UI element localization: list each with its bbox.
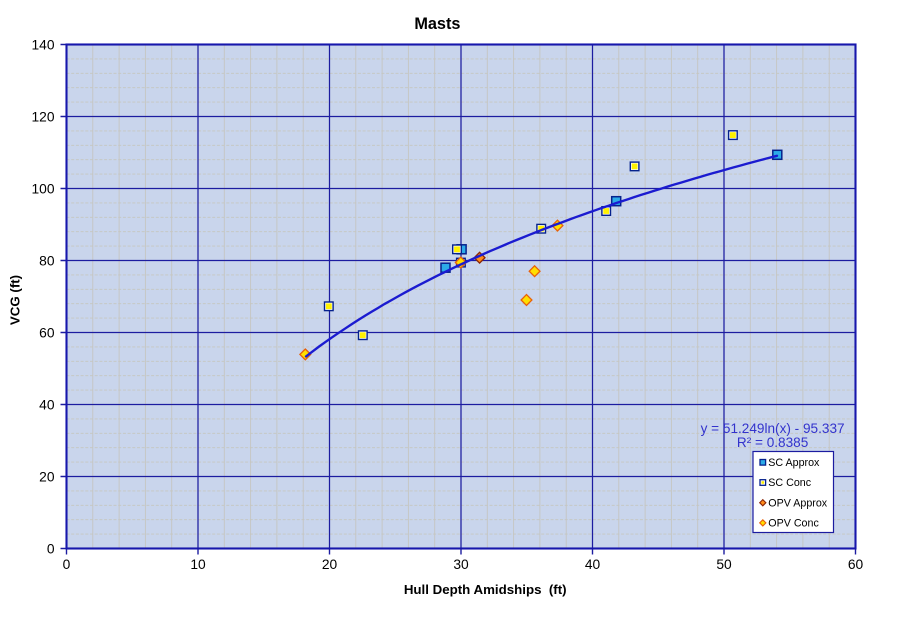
svg-text:VCG (ft): VCG (ft) (8, 275, 23, 325)
svg-text:Masts: Masts (414, 15, 460, 33)
svg-text:100: 100 (31, 181, 54, 196)
svg-text:60: 60 (39, 325, 55, 340)
svg-text:Hull Depth Amidships (ft): Hull Depth Amidships (ft) (404, 582, 567, 597)
svg-text:OPV Approx: OPV Approx (768, 497, 827, 509)
svg-text:20: 20 (322, 557, 338, 572)
svg-text:SC Approx: SC Approx (768, 457, 820, 469)
svg-text:0: 0 (63, 557, 71, 572)
svg-text:30: 30 (453, 557, 469, 572)
svg-text:40: 40 (39, 397, 55, 412)
svg-text:OPV Conc: OPV Conc (768, 518, 819, 530)
svg-text:50: 50 (716, 557, 732, 572)
svg-text:60: 60 (848, 557, 864, 572)
svg-text:20: 20 (39, 469, 55, 484)
svg-text:80: 80 (39, 253, 55, 268)
svg-text:y = 51.249ln(x) - 95.337: y = 51.249ln(x) - 95.337 (701, 421, 845, 436)
svg-text:40: 40 (585, 557, 601, 572)
svg-text:0: 0 (47, 541, 55, 556)
svg-text:SC Conc: SC Conc (768, 477, 811, 489)
svg-text:140: 140 (31, 37, 54, 52)
svg-text:120: 120 (31, 109, 54, 124)
svg-text:10: 10 (190, 557, 206, 572)
svg-text:R² = 0.8385: R² = 0.8385 (737, 435, 808, 450)
